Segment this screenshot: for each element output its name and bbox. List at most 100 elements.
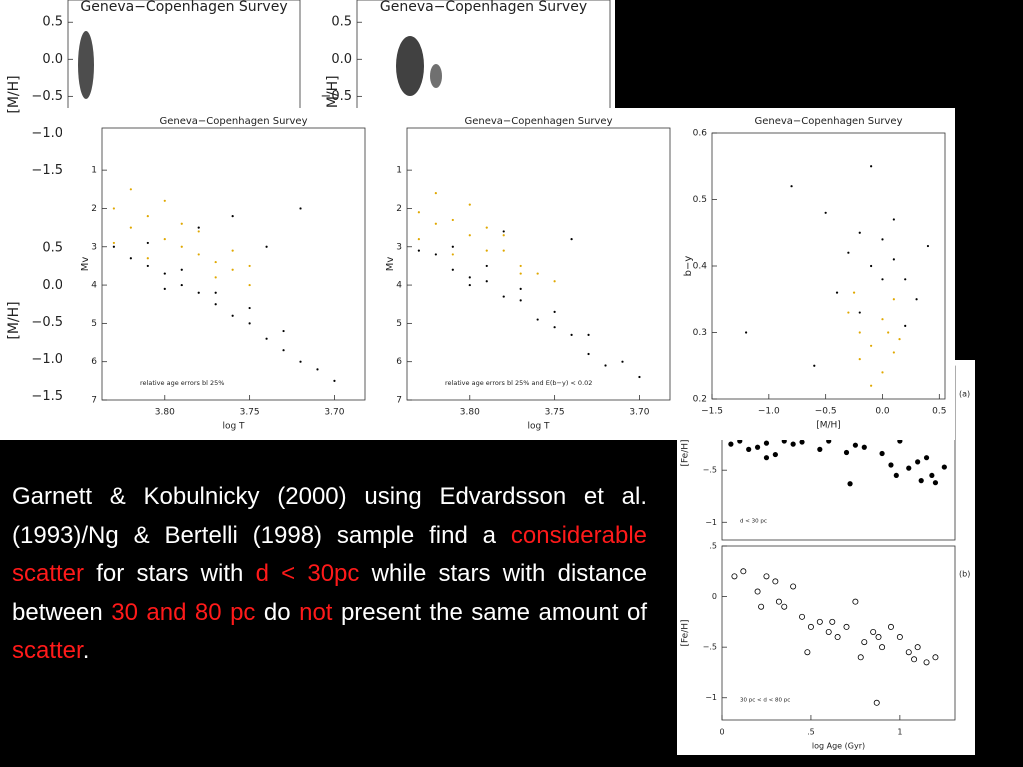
point-cloud [430, 64, 442, 88]
highlighted-text: not [299, 598, 333, 626]
data-point [197, 226, 200, 229]
data-point [282, 329, 285, 333]
data-point [587, 333, 590, 336]
data-point [112, 241, 115, 245]
data-point [485, 280, 488, 283]
x-tick-label: 0.5 [932, 407, 946, 417]
data-point [519, 299, 522, 302]
data-point [536, 272, 539, 275]
panel-label: (a) [959, 390, 970, 399]
data-point [881, 278, 884, 281]
data-point [163, 287, 166, 291]
data-point [932, 480, 939, 486]
y-tick-label: 0.5 [331, 15, 352, 30]
data-point [197, 253, 200, 256]
text-run: while stars with distance between [12, 560, 647, 626]
data-point [451, 245, 454, 248]
data-point [754, 444, 761, 450]
x-tick-label: 0.0 [875, 407, 890, 417]
data-point [763, 440, 770, 446]
data-point [772, 451, 778, 458]
x-tick-label: 3.75 [545, 408, 565, 418]
data-point [932, 654, 939, 661]
x-axis-label: [M/H] [816, 421, 841, 431]
data-point [881, 238, 884, 241]
data-point [231, 215, 234, 218]
text-run: for stars with [84, 560, 256, 587]
data-point [852, 291, 856, 294]
y-tick-label: −1.5 [31, 163, 63, 178]
data-point [813, 364, 816, 367]
data-point [417, 211, 420, 214]
y-tick-label: −.5 [703, 466, 717, 475]
data-point [804, 649, 811, 656]
data-point [775, 598, 782, 605]
data-point [746, 446, 752, 452]
data-point [772, 578, 779, 585]
data-point [870, 384, 873, 387]
y-tick-label: 2 [396, 204, 402, 214]
data-point [417, 249, 420, 252]
data-point [892, 218, 895, 221]
panel-label: (b) [959, 570, 970, 579]
y-axis-label: [M/H] [6, 301, 22, 339]
data-point [621, 360, 624, 363]
data-point [231, 314, 234, 317]
annotation: 30 pc < d < 80 pc [740, 698, 790, 704]
data-point [781, 603, 788, 610]
data-point [740, 568, 747, 575]
data-point [763, 455, 770, 461]
data-point [847, 311, 850, 314]
data-point [214, 276, 217, 279]
data-point [180, 245, 183, 248]
data-point [892, 351, 895, 354]
y-tick-label: −1 [705, 693, 717, 702]
annotation: relative age errors bl 25% and E(b−y) < … [445, 379, 592, 387]
y-tick-label: 0.4 [693, 262, 708, 272]
data-point [915, 459, 921, 465]
data-point [112, 245, 115, 248]
data-point [265, 245, 268, 248]
x-tick-label: 0 [719, 728, 724, 737]
y-tick-label: 0.0 [331, 52, 352, 67]
data-point [744, 331, 748, 334]
data-point [861, 444, 867, 450]
data-point [163, 272, 166, 275]
data-point [870, 628, 877, 635]
data-point [180, 283, 183, 287]
data-point [799, 439, 805, 445]
data-point [858, 311, 861, 314]
data-point [870, 165, 873, 168]
y-tick-label: 0 [712, 592, 717, 601]
data-point [502, 230, 505, 233]
data-point [852, 442, 858, 448]
data-point [248, 322, 251, 325]
y-tick-label: 2 [91, 204, 97, 214]
x-tick-label: −1.0 [758, 407, 780, 417]
data-point [896, 634, 903, 641]
data-point [451, 253, 454, 256]
data-point [847, 481, 853, 487]
data-point [146, 215, 149, 218]
data-point [817, 446, 823, 452]
y-tick-label: −1 [705, 518, 717, 527]
data-point [904, 324, 907, 327]
data-point [485, 264, 488, 268]
data-point [763, 573, 770, 580]
data-point [858, 358, 861, 361]
data-point [570, 237, 573, 241]
data-point [129, 226, 132, 229]
y-tick-label: −.5 [703, 643, 717, 652]
y-tick-label: 6 [396, 357, 402, 367]
description-paragraph: Garnett & Kobulnicky (2000) using Edvard… [12, 478, 647, 671]
data-point [129, 257, 132, 260]
chart-title: Geneva−Copenhagen Survey [464, 116, 612, 127]
data-point [553, 280, 556, 283]
data-point [129, 188, 132, 191]
y-tick-label: 3 [91, 242, 97, 252]
data-point [519, 272, 522, 275]
data-point [214, 291, 217, 294]
data-point [904, 278, 907, 281]
